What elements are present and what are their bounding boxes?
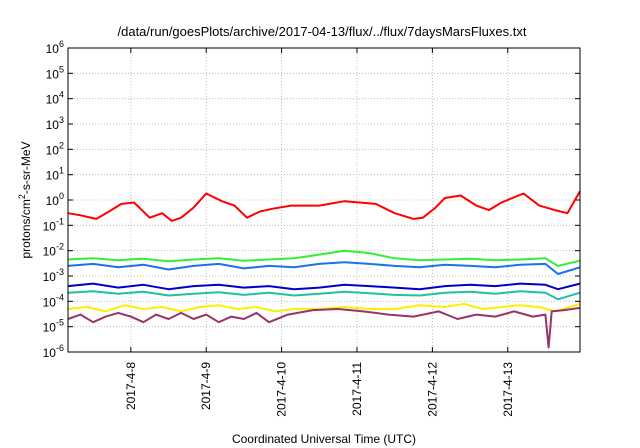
chart-title: /data/run/goesPlots/archive/2017-04-13/f…: [118, 24, 527, 39]
plot-frame: [67, 47, 581, 353]
series-line-4: [67, 282, 581, 291]
y-tick-label: 10-3: [43, 267, 64, 284]
y-tick-base: 10: [46, 143, 60, 157]
y-axis-label-suffix: -s-sr-MeV: [19, 141, 33, 194]
series-lines: [67, 190, 581, 349]
y-tick-label: 10-5: [43, 318, 64, 335]
series-line-3: [67, 261, 581, 275]
y-tick-exponent: 1: [59, 166, 64, 176]
y-tick-exponent: 3: [59, 115, 64, 125]
y-tick-exponent: 2: [59, 140, 64, 150]
grid: [68, 47, 580, 353]
series-line-6: [67, 302, 581, 313]
y-tick-label: 101: [46, 166, 64, 183]
x-tick-label: 2017-4-8: [124, 362, 138, 410]
y-tick-base: 10: [46, 169, 60, 183]
y-tick-label: 10-4: [43, 292, 64, 309]
x-tick-labels: 2017-4-8 2017-4-9 2017-4-10 2017-4-11 2017-4…: [124, 362, 515, 417]
y-tick-exponent: 0: [59, 191, 64, 201]
y-tick-base: 10: [46, 42, 60, 56]
y-tick-base: 10: [46, 93, 60, 107]
y-axis-label: protons/cm2-s-sr-MeV: [17, 141, 33, 258]
x-tick-label: 2017-4-13: [501, 362, 515, 417]
series-line-7: [67, 306, 581, 349]
y-tick-base: 10: [46, 194, 60, 208]
y-tick-base: 10: [43, 245, 57, 259]
y-tick-label: 106: [46, 39, 64, 56]
x-tick-label: 2017-4-12: [425, 362, 439, 417]
y-tick-label: 104: [46, 90, 64, 107]
y-tick-exponent: -2: [56, 242, 64, 252]
y-tick-label: 105: [46, 64, 64, 81]
y-axis-label-superscript: 2: [17, 194, 27, 199]
x-tick-label: 2017-4-10: [275, 362, 289, 417]
series-line-5: [67, 290, 581, 301]
y-tick-exponent: -1: [56, 216, 64, 226]
y-tick-exponent: -4: [56, 292, 64, 302]
y-tick-exponent: -3: [56, 267, 64, 277]
y-tick-base: 10: [46, 67, 60, 81]
y-tick-label: 10-6: [43, 343, 64, 360]
y-tick-exponent: 4: [59, 90, 64, 100]
x-tick-label: 2017-4-11: [350, 362, 364, 416]
y-tick-label: 10-2: [43, 242, 64, 259]
y-tick-base: 10: [43, 295, 57, 309]
y-tick-label: 103: [46, 115, 64, 132]
y-tick-base: 10: [43, 346, 57, 360]
y-tick-base: 10: [43, 219, 57, 233]
y-tick-labels: 10-610-510-410-310-210-11001011021031041…: [43, 39, 64, 360]
y-tick-exponent: 5: [59, 64, 64, 74]
x-axis-label: Coordinated Universal Time (UTC): [232, 432, 416, 446]
y-tick-label: 102: [46, 140, 64, 157]
y-tick-label: 100: [46, 191, 64, 208]
y-axis-label-main: protons/cm: [19, 199, 33, 258]
y-tick-base: 10: [43, 321, 57, 335]
y-tick-label: 10-1: [43, 216, 64, 233]
y-tick-exponent: -5: [56, 318, 64, 328]
series-line-1: [67, 190, 581, 222]
y-tick-base: 10: [46, 118, 60, 132]
series-line-2: [67, 249, 581, 267]
y-tick-exponent: -6: [56, 343, 64, 353]
y-tick-base: 10: [43, 270, 57, 284]
x-tick-label: 2017-4-9: [199, 362, 213, 410]
y-tick-exponent: 6: [59, 39, 64, 49]
